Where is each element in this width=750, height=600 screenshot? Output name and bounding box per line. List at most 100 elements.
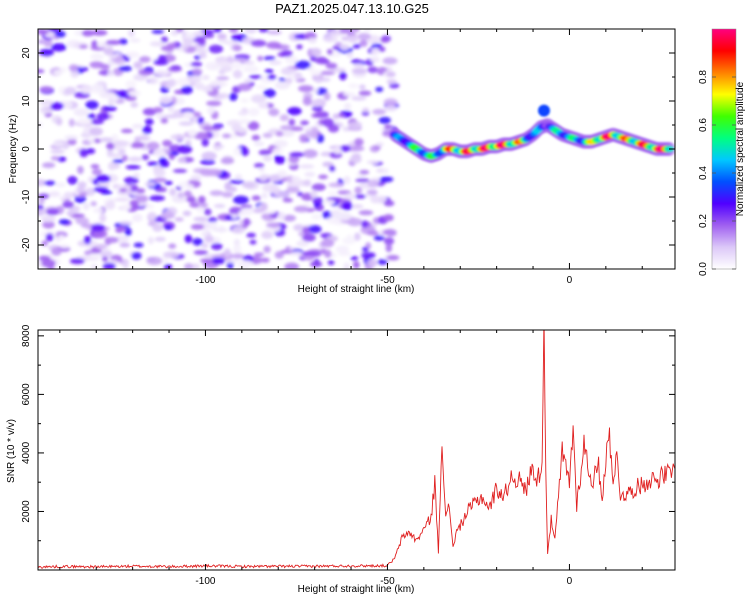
heatmap-noise-blob: [338, 251, 352, 257]
heatmap-noise-blob: [151, 29, 164, 34]
heatmap-noise-blob: [170, 65, 182, 70]
heatmap-noise-blob: [244, 29, 257, 34]
heatmap-noise-blob: [185, 139, 192, 147]
heatmap-noise-blob: [54, 30, 66, 38]
heatmap-noise-blob: [238, 118, 251, 125]
heatmap-noise-blob: [348, 83, 359, 89]
heatmap-noise-blob: [106, 149, 114, 156]
snr-plot-area: [38, 330, 675, 570]
heatmap-noise-blob: [263, 88, 276, 98]
heatmap-noise-blob: [253, 163, 265, 168]
heatmap-cells: [38, 29, 675, 269]
heatmap-noise-blob: [322, 118, 334, 128]
heatmap-noise-blob: [212, 227, 229, 232]
heatmap-noise-blob: [294, 60, 311, 70]
heatmap-noise-blob: [50, 156, 60, 161]
heatmap-noise-blob: [234, 54, 251, 60]
heatmap-noise-blob: [104, 237, 112, 246]
heatmap-noise-blob: [156, 187, 167, 193]
heatmap-noise-blob: [177, 191, 185, 199]
heatmap-noise-blob: [280, 249, 293, 254]
heatmap-noise-blob: [343, 102, 352, 111]
heatmap-noise-blob: [383, 200, 395, 207]
heatmap-noise-blob: [266, 41, 282, 49]
heatmap-noise-blob: [279, 114, 289, 122]
heatmap-y-tick-label: 20: [21, 47, 32, 59]
snr-x-axis-label: Height of straight line (km): [298, 584, 415, 595]
heatmap-noise-blob: [81, 29, 95, 37]
heatmap-noise-blob: [66, 210, 75, 217]
heatmap-noise-blob: [322, 34, 338, 43]
heatmap-noise-blob: [250, 94, 267, 104]
heatmap-noise-blob: [209, 221, 218, 227]
heatmap-noise-blob: [196, 206, 204, 214]
heatmap-noise-blob: [282, 198, 293, 203]
heatmap-noise-blob: [327, 260, 335, 266]
heatmap-noise-blob: [149, 195, 166, 202]
heatmap-noise-blob: [89, 127, 103, 136]
heatmap-noise-blob: [85, 100, 99, 110]
heatmap-noise-blob: [296, 240, 309, 247]
heatmap-noise-blob: [41, 259, 56, 268]
heatmap-noise-blob: [126, 51, 140, 59]
heatmap-noise-blob: [131, 213, 143, 223]
heatmap-noise-blob: [152, 223, 163, 232]
heatmap-noise-blob: [231, 253, 245, 259]
heatmap-noise-blob: [284, 55, 298, 65]
heatmap-noise-blob: [383, 214, 394, 222]
heatmap-noise-blob: [328, 182, 344, 188]
heatmap-noise-blob: [130, 101, 139, 108]
heatmap-noise-blob: [108, 161, 116, 171]
heatmap-noise-blob: [359, 84, 366, 90]
heatmap-noise-blob: [311, 213, 322, 220]
heatmap-noise-blob: [326, 48, 333, 55]
heatmap-noise-blob: [90, 53, 104, 60]
heatmap-noise-blob: [116, 226, 126, 232]
snr-series-line: [38, 330, 675, 570]
heatmap-noise-blob: [228, 92, 238, 101]
heatmap-noise-blob: [217, 61, 233, 67]
heatmap-noise-blob: [375, 142, 385, 147]
heatmap-noise-blob: [129, 142, 145, 149]
heatmap-noise-blob: [125, 80, 137, 89]
heatmap-noise-blob: [291, 176, 301, 183]
heatmap-noise-blob: [350, 145, 365, 152]
heatmap-noise-blob: [383, 124, 393, 130]
heatmap-noise-blob: [68, 64, 79, 72]
heatmap-noise-blob: [79, 44, 88, 49]
heatmap-noise-blob: [367, 66, 379, 74]
heatmap-noise-blob: [206, 100, 222, 107]
heatmap-noise-blob: [383, 237, 395, 246]
heatmap-noise-blob: [132, 123, 143, 129]
heatmap-noise-blob: [90, 118, 104, 125]
heatmap-noise-blob: [285, 187, 300, 193]
heatmap-noise-blob: [299, 164, 315, 169]
snr-x-tick-label: -100: [195, 576, 215, 587]
heatmap-noise-blob: [274, 251, 284, 259]
heatmap-noise-blob: [99, 213, 107, 223]
heatmap-noise-blob: [296, 191, 303, 197]
heatmap-noise-blob: [310, 190, 318, 199]
heatmap-noise-blob: [190, 175, 202, 181]
heatmap-noise-blob: [103, 47, 115, 56]
heatmap-noise-blob: [148, 76, 159, 85]
heatmap-noise-blob: [363, 29, 371, 32]
heatmap-noise-blob: [284, 262, 300, 269]
heatmap-noise-blob: [170, 30, 179, 36]
heatmap-y-tick-label: -20: [21, 237, 32, 252]
heatmap-noise-blob: [273, 140, 289, 148]
heatmap-noise-blob: [258, 167, 265, 172]
heatmap-noise-blob: [308, 37, 317, 44]
heatmap-noise-blob: [107, 70, 115, 77]
heatmap-noise-blob: [263, 245, 271, 253]
heatmap-noise-blob: [287, 107, 302, 116]
heatmap-noise-blob: [300, 120, 309, 126]
heatmap-noise-blob: [280, 50, 293, 57]
heatmap-noise-blob: [146, 256, 163, 266]
heatmap-noise-blob: [339, 43, 350, 51]
heatmap-noise-blob: [193, 250, 209, 255]
heatmap-noise-blob: [233, 195, 249, 205]
heatmap-noise-blob: [121, 154, 128, 162]
heatmap-noise-blob: [250, 39, 267, 47]
heatmap-noise-blob: [76, 185, 86, 194]
